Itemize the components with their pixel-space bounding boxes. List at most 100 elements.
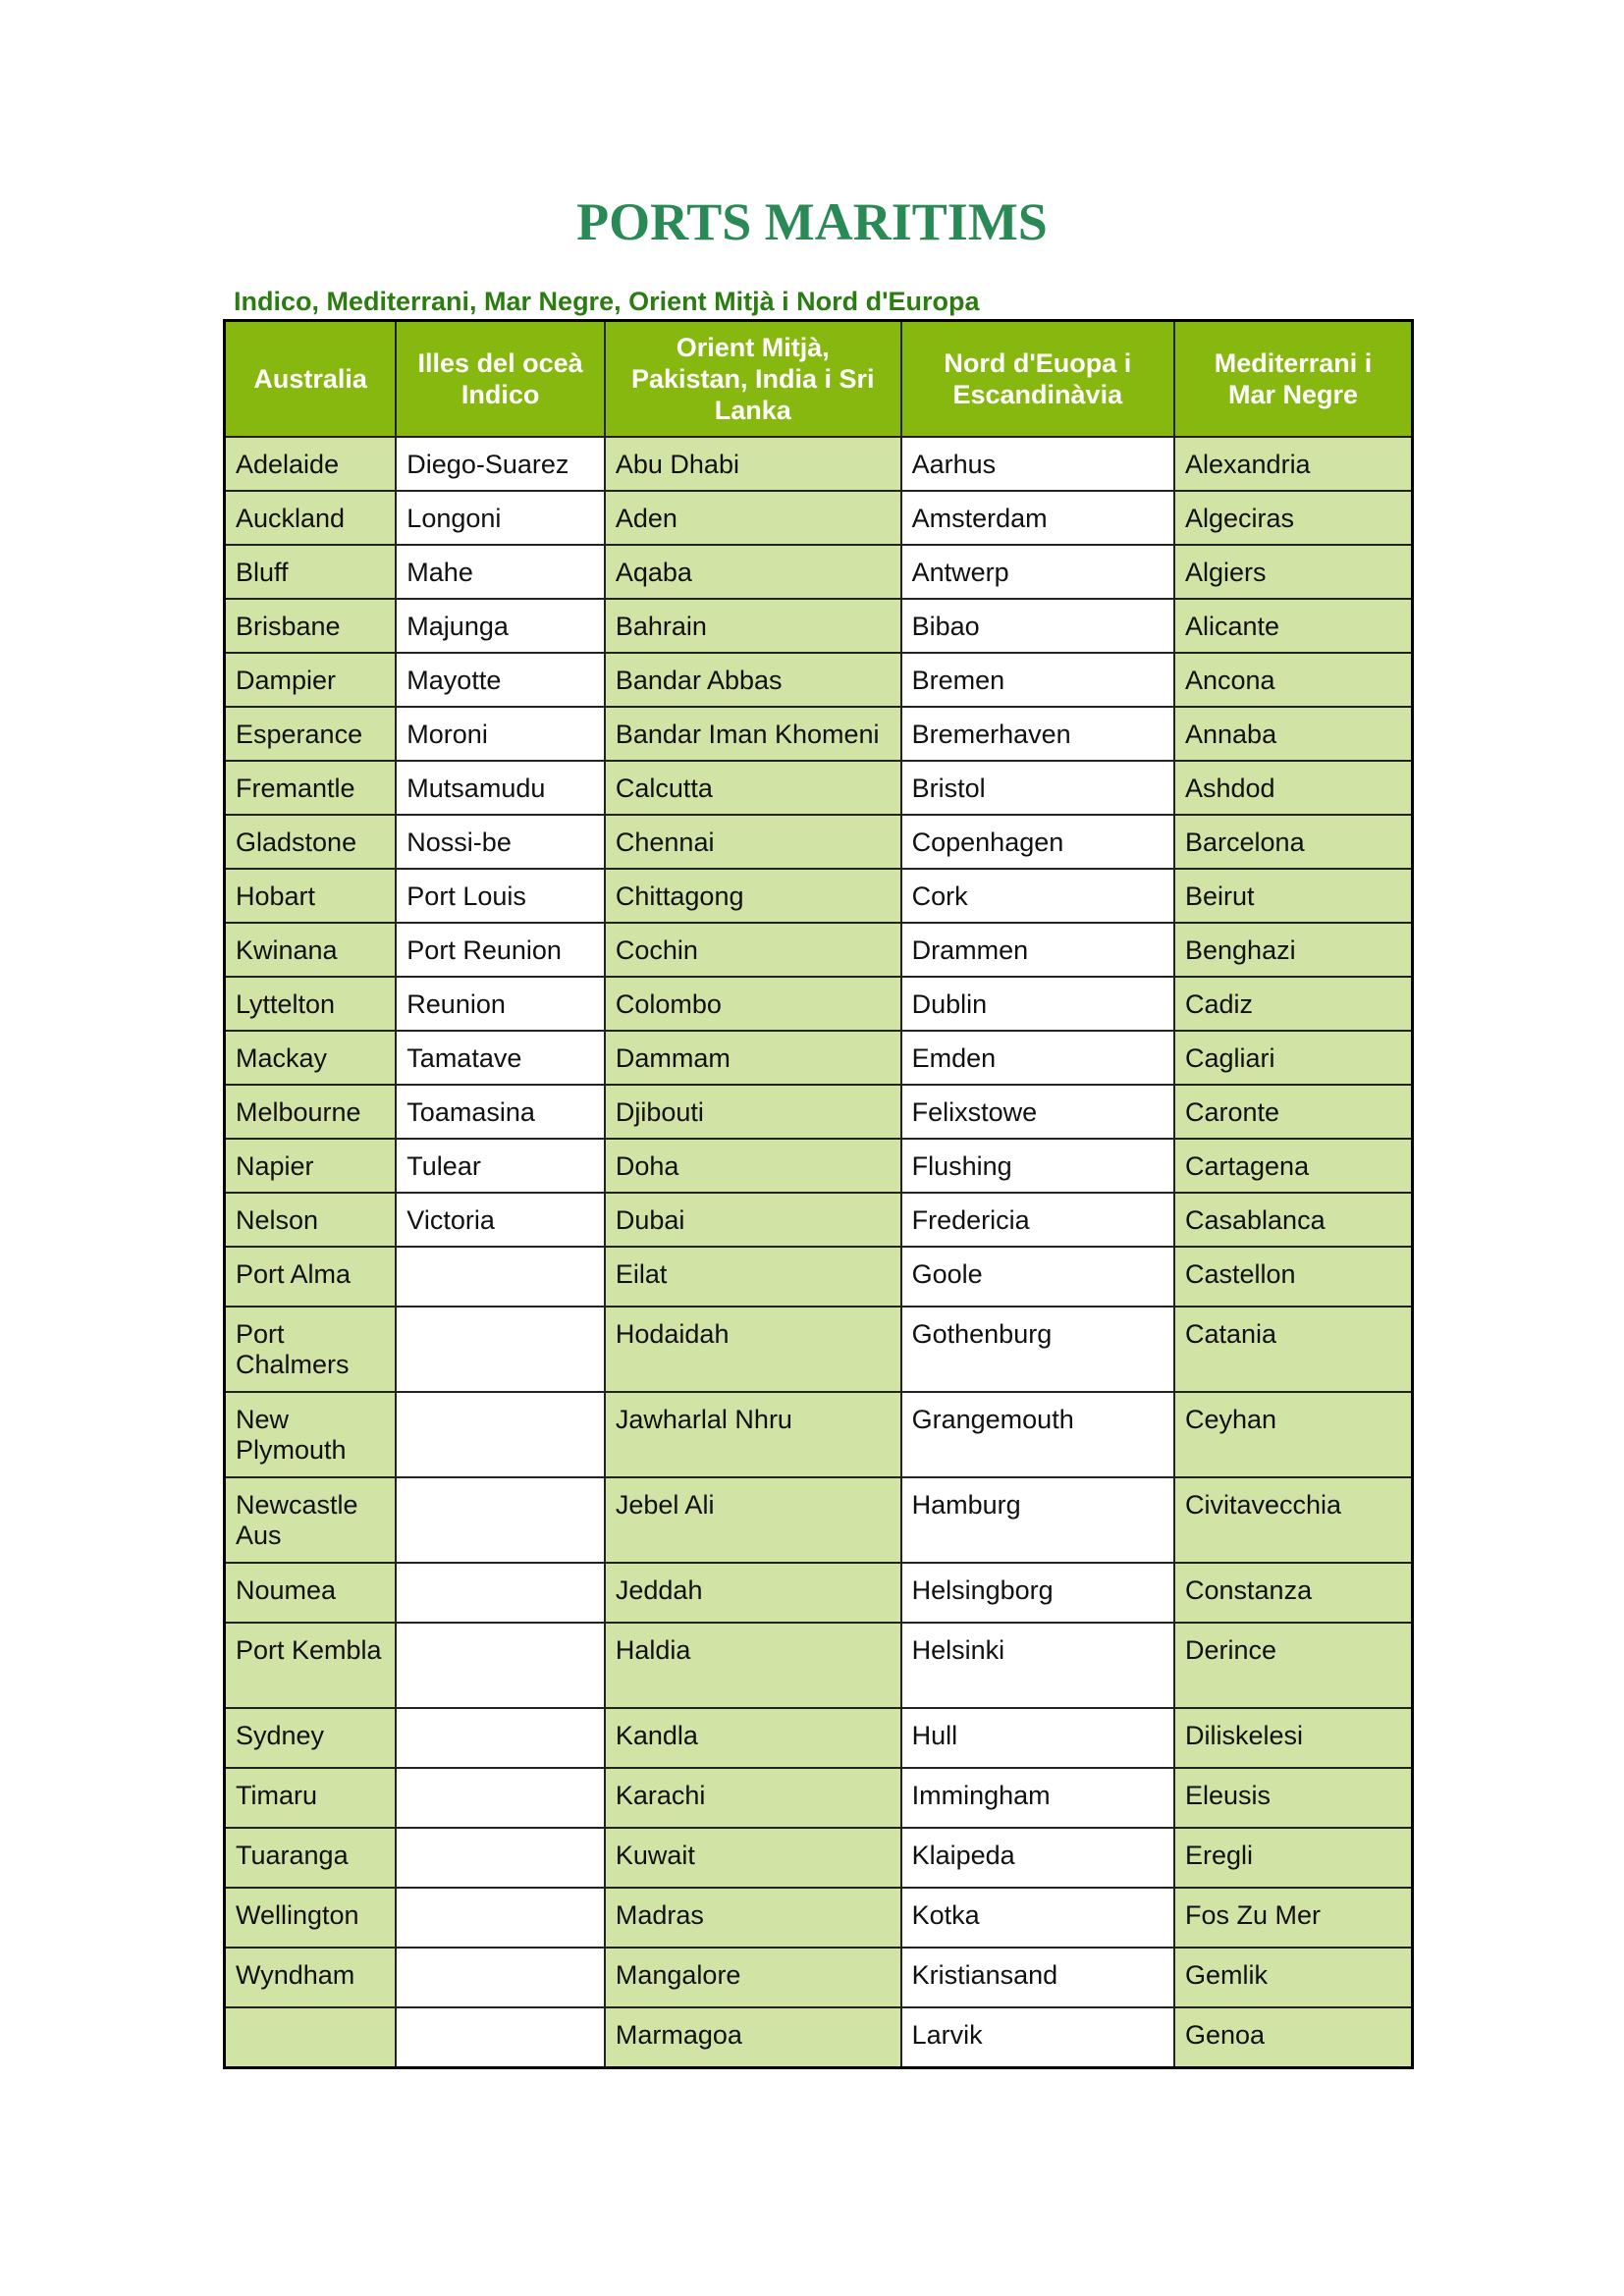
table-cell — [395, 1707, 606, 1769]
table-cell — [395, 1391, 606, 1478]
table-cell: Gladstone — [223, 814, 398, 870]
table-cell: Mahe — [395, 544, 606, 600]
table-cell: Fredericia — [899, 1192, 1176, 1248]
table-cell: Newcastle Aus — [223, 1476, 398, 1564]
table-cell: Auckland — [223, 490, 398, 546]
table-cell: Port Reunion — [395, 922, 606, 978]
table-cell — [395, 1306, 606, 1393]
table-cell: Kristiansand — [899, 1947, 1176, 2008]
table-cell: Jeddah — [603, 1562, 902, 1624]
table-row: Fremantle Mutsamudu Calcutta Bristol Ashdod — [223, 760, 1414, 816]
table-cell: Diego-Suarez — [395, 436, 606, 492]
table-cell: Hodaidah — [603, 1306, 902, 1393]
table-cell: Algiers — [1173, 544, 1414, 600]
table-cell: Fremantle — [223, 760, 398, 816]
table-cell: Toamasina — [395, 1084, 606, 1140]
table-cell: Ceyhan — [1173, 1391, 1414, 1478]
table-cell — [395, 1246, 606, 1308]
table-cell: Tuaranga — [223, 1827, 398, 1889]
table-cell: Chennai — [603, 814, 902, 870]
table-cell — [223, 2006, 398, 2068]
table-cell: Brisbane — [223, 598, 398, 654]
column-header: Illes del oceà Indico — [395, 319, 606, 438]
table-cell: Longoni — [395, 490, 606, 546]
table-cell: Dublin — [899, 976, 1176, 1032]
table-cell: Hull — [899, 1707, 1176, 1769]
table-row: Brisbane Majunga Bahrain Bibao Alicante — [223, 598, 1414, 654]
table-row: Tuaranga Kuwait Klaipeda Eregli — [223, 1827, 1414, 1889]
table-cell: Sydney — [223, 1707, 398, 1769]
table-row: Lyttelton Reunion Colombo Dublin Cadiz — [223, 976, 1414, 1032]
table-cell: Kwinana — [223, 922, 398, 978]
table-cell: Bandar Iman Khomeni — [603, 706, 902, 762]
table-cell: Mackay — [223, 1030, 398, 1086]
table-cell: Kandla — [603, 1707, 902, 1769]
table-cell: Victoria — [395, 1192, 606, 1248]
table-cell: Dampier — [223, 652, 398, 708]
table-row: Adelaide Diego-Suarez Abu Dhabi Aarhus Alexa… — [223, 436, 1414, 492]
table-cell: Bluff — [223, 544, 398, 600]
table-cell: Cadiz — [1173, 976, 1414, 1032]
column-header: Australia — [223, 319, 398, 438]
table-cell: Doha — [603, 1138, 902, 1194]
table-cell: Cagliari — [1173, 1030, 1414, 1086]
table-cell: Dubai — [603, 1192, 902, 1248]
table-cell: Kotka — [899, 1887, 1176, 1949]
table-cell: Immingham — [899, 1767, 1176, 1829]
table-cell: Noumea — [223, 1562, 398, 1624]
table-cell: Constanza — [1173, 1562, 1414, 1624]
table-cell — [395, 1476, 606, 1564]
table-cell: Catania — [1173, 1306, 1414, 1393]
table-cell: Calcutta — [603, 760, 902, 816]
table-cell: Port Kembla — [223, 1622, 398, 1709]
table-cell: Lyttelton — [223, 976, 398, 1032]
table-cell: Kuwait — [603, 1827, 902, 1889]
table-cell: Copenhagen — [899, 814, 1176, 870]
table-cell: Moroni — [395, 706, 606, 762]
table-cell: Helsinki — [899, 1622, 1176, 1709]
table-cell: Goole — [899, 1246, 1176, 1308]
table-cell: Cartagena — [1173, 1138, 1414, 1194]
table-cell: Bibao — [899, 598, 1176, 654]
table-cell: Melbourne — [223, 1084, 398, 1140]
table-cell: Cork — [899, 868, 1176, 924]
table-cell: Mutsamudu — [395, 760, 606, 816]
table-cell: Algeciras — [1173, 490, 1414, 546]
table-cell: Karachi — [603, 1767, 902, 1829]
table-cell: Djibouti — [603, 1084, 902, 1140]
table-cell: Emden — [899, 1030, 1176, 1086]
table-row: Newcastle Aus Jebel Ali Hamburg Civitavecch… — [223, 1476, 1414, 1564]
table-row: Auckland Longoni Aden Amsterdam Algeciras — [223, 490, 1414, 546]
table-cell: Haldia — [603, 1622, 902, 1709]
table-cell: Aarhus — [899, 436, 1176, 492]
table-cell: Civitavecchia — [1173, 1476, 1414, 1564]
table-cell: Chittagong — [603, 868, 902, 924]
table-cell: Flushing — [899, 1138, 1176, 1194]
table-cell — [395, 2006, 606, 2068]
table-cell: Marmagoa — [603, 2006, 902, 2068]
table-cell: Eilat — [603, 1246, 902, 1308]
table-cell: Hamburg — [899, 1476, 1176, 1564]
table-row: Mackay Tamatave Dammam Emden Cagliari — [223, 1030, 1414, 1086]
table-row: Marmagoa Larvik Genoa — [223, 2006, 1414, 2068]
table-cell: Hobart — [223, 868, 398, 924]
table-cell: Aqaba — [603, 544, 902, 600]
table-cell — [395, 1767, 606, 1829]
table-cell: Port Alma — [223, 1246, 398, 1308]
table-cell: Aden — [603, 490, 902, 546]
table-cell: Dammam — [603, 1030, 902, 1086]
table-cell: Jawharlal Nhru — [603, 1391, 902, 1478]
table-cell: Helsingborg — [899, 1562, 1176, 1624]
table-cell: Madras — [603, 1887, 902, 1949]
table-cell: Larvik — [899, 2006, 1176, 2068]
table-cell — [395, 1622, 606, 1709]
table-cell: Derince — [1173, 1622, 1414, 1709]
table-row: Sydney Kandla Hull Diliskelesi — [223, 1707, 1414, 1769]
table-cell: Bahrain — [603, 598, 902, 654]
table-row: Wellington Madras Kotka Fos Zu Mer — [223, 1887, 1414, 1949]
table-caption: Indico, Mediterrani, Mar Negre, Orient M… — [234, 287, 980, 316]
table-cell: Diliskelesi — [1173, 1707, 1414, 1769]
table-row: Timaru Karachi Immingham Eleusis — [223, 1767, 1414, 1829]
table-cell: Mangalore — [603, 1947, 902, 2008]
column-header: Orient Mitjà, Pakistan, India i Sri Lank… — [603, 319, 902, 438]
